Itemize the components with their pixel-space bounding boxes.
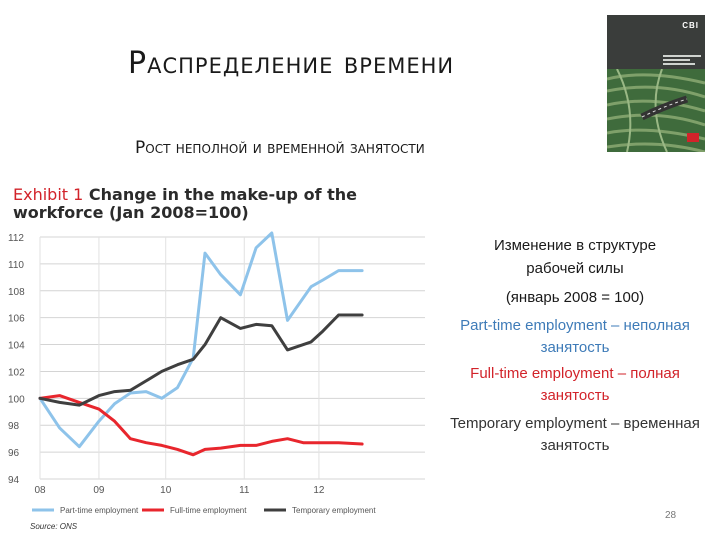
notes-heading-line2: рабочей силы xyxy=(526,260,624,277)
y-tick-label: 96 xyxy=(8,448,20,459)
x-tick-label: 08 xyxy=(34,485,46,496)
slide-title: Распределение времени xyxy=(128,46,455,81)
y-tick-label: 104 xyxy=(8,341,25,352)
y-tick-label: 102 xyxy=(8,367,25,378)
legend-label-full-time: Full-time employment xyxy=(170,506,247,515)
y-tick-label: 100 xyxy=(8,394,25,405)
x-tick-label: 12 xyxy=(313,485,325,496)
y-tick-label: 94 xyxy=(8,475,20,486)
series-line-full-time xyxy=(38,394,364,457)
y-tick-label: 98 xyxy=(8,421,20,432)
notes-heading-line3: (январь 2008 = 100) xyxy=(505,289,645,306)
exhibit-title-text: Change in the make-up of the workforce (… xyxy=(13,185,357,222)
chart-notes: Изменение в структуре рабочей силы (янва… xyxy=(436,234,714,457)
maze-illustration xyxy=(607,69,705,152)
series-line-part-time xyxy=(38,231,364,449)
x-tick-label: 11 xyxy=(239,485,250,496)
x-tick-label: 10 xyxy=(160,485,172,496)
y-tick-label: 112 xyxy=(8,233,24,244)
y-tick-label: 108 xyxy=(8,287,25,298)
y-tick-label: 106 xyxy=(8,314,25,325)
x-tick-label: 09 xyxy=(93,485,105,496)
legend-label-temporary: Temporary employment xyxy=(292,506,376,515)
legend-label-part-time: Part-time employment xyxy=(60,506,139,515)
notes-heading-line1: Изменение в структуре xyxy=(493,237,657,254)
y-tick-label: 110 xyxy=(8,260,24,271)
source-note: Source: ONS xyxy=(30,522,78,531)
page-number: 28 xyxy=(665,510,677,521)
note-temporary: Temporary employment – временная занятос… xyxy=(450,415,700,454)
slide-subtitle: Рост неполной и временной занятости xyxy=(135,138,425,158)
cover-logo: CBI xyxy=(682,21,699,30)
exhibit-title: Exhibit 1 Change in the make-up of the w… xyxy=(13,186,363,222)
note-full-time: Full-time employment – полная занятость xyxy=(470,365,680,404)
note-part-time: Part-time employment – неполная занятост… xyxy=(460,317,690,356)
exhibit-label: Exhibit 1 xyxy=(13,185,84,204)
line-chart: 94 96 98 100 102 104 106 108 110 112 08 09 10 11 12 Par… xyxy=(8,231,425,515)
cover-text-lines xyxy=(663,55,701,67)
series-line-temporary xyxy=(38,313,364,407)
report-cover-image: CBI xyxy=(607,15,705,152)
